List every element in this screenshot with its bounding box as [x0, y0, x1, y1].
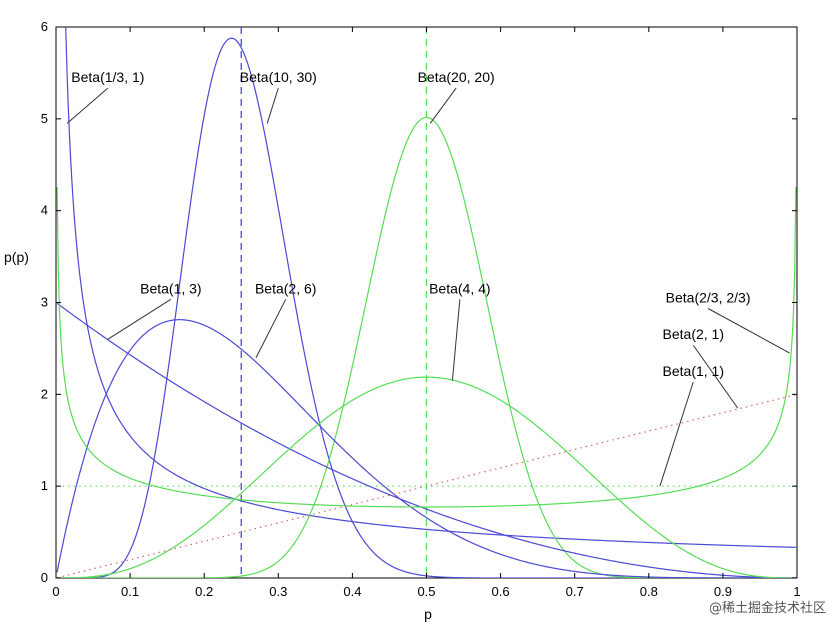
y-axis-ticks: 0 1 2 3 4 5 6	[41, 19, 797, 585]
x-tick-label: 0.1	[121, 584, 139, 599]
x-tick-label: 0	[52, 584, 59, 599]
x-tick-label: 0.9	[714, 584, 732, 599]
label-leader-line	[451, 299, 461, 381]
series-label: Beta(20, 20)	[418, 69, 495, 85]
y-tick-label: 1	[41, 478, 48, 493]
y-axis-label: p(p)	[4, 249, 29, 265]
label-leader-line	[266, 87, 279, 124]
label-leader-line	[255, 299, 287, 358]
series-line-beta-4-4	[57, 376, 796, 578]
y-tick-label: 4	[41, 203, 48, 218]
x-tick-label: 1	[793, 584, 800, 599]
series-line-beta-2-6	[56, 319, 796, 578]
x-tick-label: 0.2	[195, 584, 213, 599]
series-label: Beta(2/3, 2/3)	[666, 290, 751, 306]
label-leader-line	[66, 87, 109, 124]
series-line-beta-2-3-2-3	[56, 187, 797, 508]
series-label: Beta(10, 30)	[240, 69, 317, 85]
y-tick-label: 3	[41, 295, 48, 310]
series-label: Beta(4, 4)	[429, 280, 490, 296]
series-line-beta-1-3	[56, 302, 796, 578]
y-tick-label: 0	[41, 570, 48, 585]
label-leader-line	[429, 87, 457, 124]
x-tick-label: 0.6	[492, 584, 510, 599]
x-tick-label: 0.7	[566, 584, 584, 599]
x-axis-label: p	[424, 606, 432, 622]
label-leader-line	[692, 344, 739, 409]
y-tick-label: 6	[41, 19, 48, 34]
label-leader-line	[707, 308, 790, 354]
x-axis-ticks: 0 0.1 0.2 0.3 0.4 0.5 0.6 0.7 0.8 0.9 1	[52, 27, 801, 599]
x-tick-label: 0.8	[640, 584, 658, 599]
label-leader-line	[107, 298, 172, 340]
label-leader-line	[659, 381, 694, 487]
series-label: Beta(1, 1)	[663, 363, 724, 379]
x-tick-label: 0.3	[269, 584, 287, 599]
y-tick-label: 2	[41, 386, 48, 401]
curve-labels: Beta(1/3, 1) Beta(10, 30) Beta(20, 20) Beta…	[66, 69, 790, 487]
x-tick-label: 0.4	[343, 584, 361, 599]
series-label: Beta(2, 6)	[255, 280, 316, 296]
series-label: Beta(2, 1)	[663, 326, 724, 342]
series-lines	[56, 27, 797, 578]
series-label: Beta(1, 3)	[140, 280, 201, 296]
y-tick-label: 5	[41, 111, 48, 126]
x-tick-label: 0.5	[417, 584, 435, 599]
series-label: Beta(1/3, 1)	[71, 69, 144, 85]
watermark: @稀土掘金技术社区	[708, 601, 826, 616]
